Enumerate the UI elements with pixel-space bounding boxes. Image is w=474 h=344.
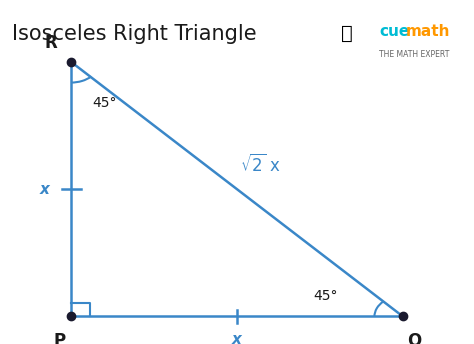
- Text: math: math: [405, 24, 450, 39]
- Text: R: R: [44, 34, 57, 52]
- Text: P: P: [53, 332, 65, 344]
- Text: x: x: [40, 182, 50, 197]
- Text: Isosceles Right Triangle: Isosceles Right Triangle: [12, 24, 256, 44]
- Text: 45°: 45°: [92, 96, 117, 110]
- Text: x: x: [232, 332, 242, 344]
- Text: 🚀: 🚀: [341, 24, 353, 43]
- Text: $\sqrt{2}$ x: $\sqrt{2}$ x: [240, 154, 281, 176]
- Text: cue: cue: [379, 24, 410, 39]
- Text: 45°: 45°: [313, 289, 337, 303]
- Text: THE MATH EXPERT: THE MATH EXPERT: [379, 50, 449, 59]
- Text: Q: Q: [408, 332, 422, 344]
